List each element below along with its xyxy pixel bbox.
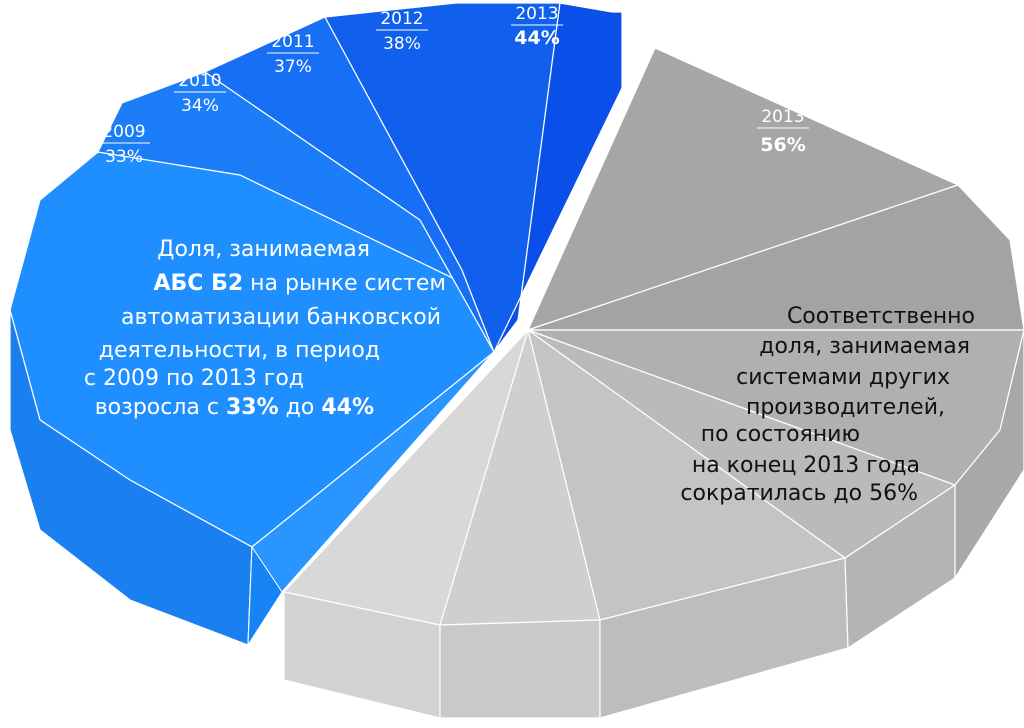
slice-label-value-2009: 33% xyxy=(105,147,143,167)
annotation-blue-line-3: деятельности, в период xyxy=(99,338,380,363)
slice-gray-side-1 xyxy=(439,619,601,719)
annotation-blue-line-1: АБС Б2 на рынке систем xyxy=(153,271,446,296)
slice-gray-side-4 xyxy=(954,329,1024,581)
slice-label-year-2013: 2013 xyxy=(515,4,558,24)
annotation-gray-line-3: производителей, xyxy=(746,395,945,420)
slice-label-year-2011: 2011 xyxy=(271,32,314,52)
slice-label-year-2012: 2012 xyxy=(380,9,423,29)
slice-label-year-2009: 2009 xyxy=(102,122,145,142)
annotation-gray-line-4: по состоянию xyxy=(701,422,860,447)
slice-blue-top-4 xyxy=(493,2,623,353)
slice-label-value-2013: 44% xyxy=(514,27,559,49)
annotation-gray-line-2: системами других xyxy=(736,365,950,390)
annotation-gray-line-1: доля, занимаемая xyxy=(759,334,970,359)
slice-label-value-other-2013: 56% xyxy=(760,134,805,156)
slice-blue-side-2 xyxy=(247,545,283,647)
annotation-gray-line-6: сократилась до 56% xyxy=(680,481,918,506)
slice-label-year-other-2013: 2013 xyxy=(761,107,804,127)
annotation-gray-line-0: Соответственно xyxy=(787,304,975,329)
slice-label-year-2010: 2010 xyxy=(178,71,221,91)
annotation-blue-line-5: возросла с 33% до 44% xyxy=(95,395,374,420)
slice-label-value-2011: 37% xyxy=(274,57,312,77)
slice-label-value-2010: 34% xyxy=(181,96,219,116)
annotation-gray-line-5: на конец 2013 года xyxy=(692,453,920,478)
annotation-blue-line-0: Доля, занимаемая xyxy=(157,237,370,262)
slice-label-value-2012: 38% xyxy=(383,34,421,54)
annotation-blue-line-2: автоматизации банковской xyxy=(121,305,441,330)
annotation-blue-line-4: с 2009 по 2013 год xyxy=(84,366,304,391)
